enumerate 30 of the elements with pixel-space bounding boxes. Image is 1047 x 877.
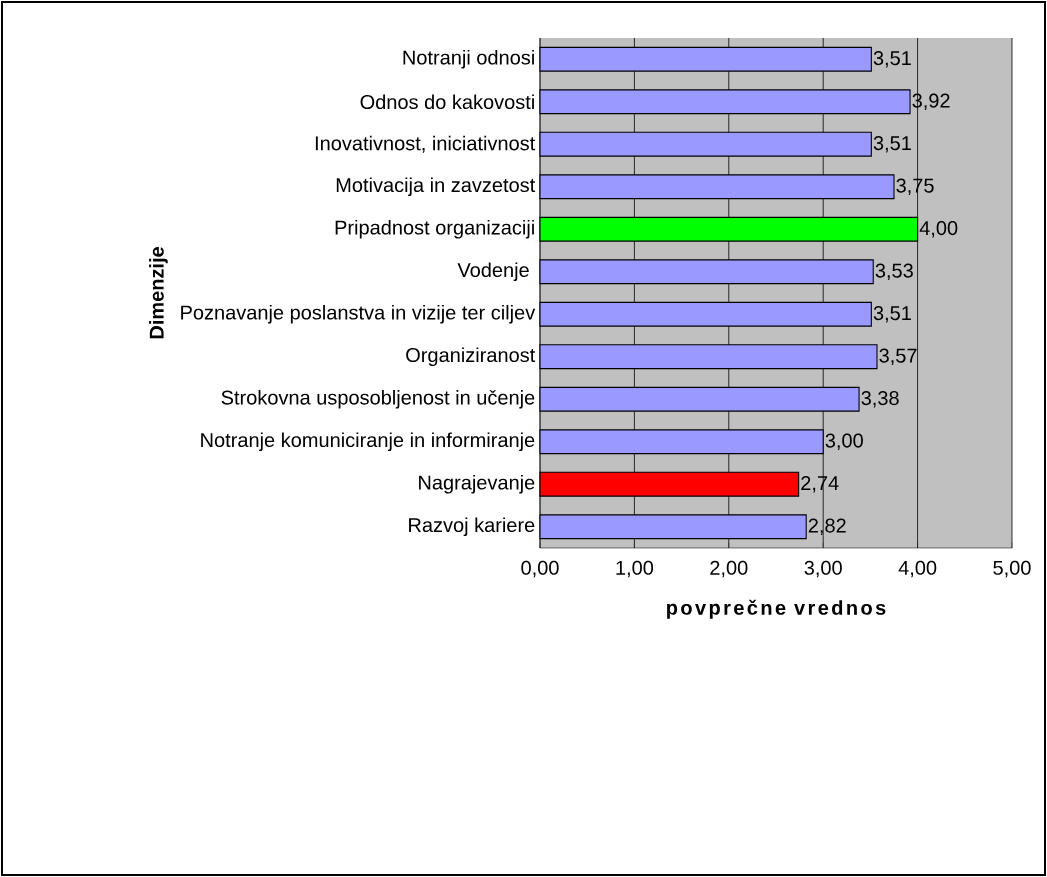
x-axis-title: povprečne vrednos — [667, 599, 886, 619]
x-tick-label: 3,00 — [804, 560, 842, 578]
x-tick-label: 4,00 — [898, 560, 937, 578]
y-tick-label: Notranji odnosi — [403, 49, 534, 69]
y-tick-label: Poznavanje poslanstva in vizije ter ciljev — [181, 304, 536, 324]
y-tick-label: Organiziranost — [406, 347, 536, 367]
y-tick-label: Vodenje — [457, 262, 529, 282]
y-axis-title: Dimenzije — [149, 247, 168, 339]
x-tick-label: 1,00 — [616, 560, 654, 578]
y-tick-label: Nagrajevanje — [419, 474, 535, 494]
y-tick-label: Odnos do kakovosti — [360, 94, 534, 110]
x-tick-label: 0,00 — [521, 560, 559, 578]
data-label: 2,74 — [801, 475, 839, 493]
data-label: 4,00 — [919, 220, 958, 238]
x-tick-label: 5,00 — [993, 560, 1031, 578]
y-tick-label: Motivacija in zavzetost — [336, 177, 536, 197]
y-tick-label: Razvoj kariere — [409, 517, 535, 537]
data-label: 3,53 — [875, 263, 913, 280]
data-label: 3,51 — [873, 50, 911, 68]
data-label: 3,38 — [861, 390, 899, 408]
data-label: 2,82 — [808, 518, 846, 535]
data-label: 3,57 — [879, 348, 917, 365]
y-tick-label: Notranje komuniciranje in informiranje — [201, 432, 535, 452]
data-label: 3,51 — [873, 135, 911, 153]
y-tick-label: Strokovna usposobljenost in učenje — [221, 389, 535, 409]
x-tick-label: 2,00 — [710, 560, 748, 578]
data-label: 3,51 — [873, 305, 911, 323]
y-tick-label: Pripadnost organizaciji — [335, 219, 534, 239]
data-label: 3,00 — [825, 433, 863, 450]
y-tick-label: Inovativnost, iniciativnost — [315, 135, 536, 153]
